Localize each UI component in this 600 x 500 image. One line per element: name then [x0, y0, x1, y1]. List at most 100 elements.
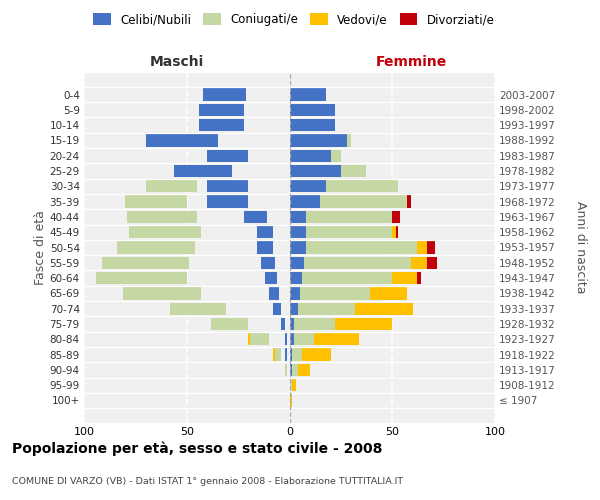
- Bar: [290, 104, 335, 116]
- Bar: [117, 242, 195, 254]
- Bar: [355, 302, 413, 315]
- Bar: [211, 165, 221, 177]
- Bar: [331, 150, 341, 162]
- Bar: [244, 211, 267, 223]
- Bar: [290, 88, 326, 101]
- Bar: [293, 318, 335, 330]
- Y-axis label: Anni di nascita: Anni di nascita: [574, 201, 587, 294]
- Bar: [290, 318, 293, 330]
- Bar: [189, 211, 193, 223]
- Bar: [248, 333, 259, 345]
- Text: COMUNE DI VARZO (VB) - Dati ISTAT 1° gennaio 2008 - Elaborazione TUTTITALIA.IT: COMUNE DI VARZO (VB) - Dati ISTAT 1° gen…: [12, 477, 403, 486]
- Bar: [392, 211, 400, 223]
- Bar: [292, 348, 302, 360]
- Bar: [127, 211, 197, 223]
- Bar: [290, 288, 300, 300]
- Bar: [290, 211, 306, 223]
- Bar: [208, 180, 248, 192]
- Bar: [290, 196, 320, 207]
- Bar: [257, 242, 273, 254]
- Bar: [290, 394, 292, 406]
- Bar: [103, 256, 189, 269]
- Bar: [417, 242, 427, 254]
- Legend: Celibi/Nubili, Coniugati/e, Vedovi/e, Divorziati/e: Celibi/Nubili, Coniugati/e, Vedovi/e, Di…: [89, 8, 499, 31]
- Bar: [290, 134, 347, 146]
- Text: Maschi: Maschi: [150, 55, 204, 69]
- Bar: [179, 196, 182, 207]
- Text: Femmine: Femmine: [376, 55, 446, 69]
- Bar: [170, 302, 226, 315]
- Bar: [261, 256, 275, 269]
- Bar: [314, 333, 359, 345]
- Bar: [286, 333, 287, 345]
- Bar: [392, 272, 417, 284]
- Bar: [179, 242, 187, 254]
- Bar: [292, 364, 298, 376]
- Bar: [335, 318, 392, 330]
- Bar: [290, 348, 292, 360]
- Bar: [290, 242, 306, 254]
- Bar: [199, 104, 244, 116]
- Bar: [195, 226, 197, 238]
- Bar: [290, 180, 326, 192]
- Bar: [290, 379, 292, 392]
- Bar: [407, 196, 411, 207]
- Bar: [298, 302, 355, 315]
- Bar: [197, 226, 199, 238]
- Bar: [302, 272, 392, 284]
- Bar: [240, 150, 244, 162]
- Bar: [290, 226, 306, 238]
- Text: Popolazione per età, sesso e stato civile - 2008: Popolazione per età, sesso e stato civil…: [12, 441, 382, 456]
- Bar: [286, 348, 287, 360]
- Bar: [290, 302, 298, 315]
- Bar: [300, 288, 370, 300]
- Y-axis label: Fasce di età: Fasce di età: [34, 210, 47, 285]
- Bar: [306, 226, 392, 238]
- Bar: [129, 226, 201, 238]
- Bar: [193, 180, 195, 192]
- Bar: [208, 150, 248, 162]
- Bar: [193, 302, 209, 315]
- Bar: [290, 364, 292, 376]
- Bar: [290, 333, 293, 345]
- Bar: [97, 272, 187, 284]
- Bar: [397, 226, 398, 238]
- Bar: [290, 119, 335, 131]
- Bar: [275, 348, 281, 360]
- Bar: [179, 272, 182, 284]
- Bar: [304, 256, 411, 269]
- Bar: [411, 256, 427, 269]
- Bar: [306, 242, 417, 254]
- Bar: [273, 302, 281, 315]
- Bar: [326, 180, 398, 192]
- Bar: [306, 211, 392, 223]
- Bar: [286, 364, 287, 376]
- Bar: [370, 288, 407, 300]
- Bar: [302, 348, 331, 360]
- Bar: [290, 256, 304, 269]
- Bar: [292, 379, 296, 392]
- Bar: [427, 242, 436, 254]
- Bar: [281, 318, 286, 330]
- Bar: [290, 272, 302, 284]
- Bar: [265, 272, 277, 284]
- Bar: [341, 165, 365, 177]
- Bar: [125, 196, 187, 207]
- Bar: [208, 196, 248, 207]
- Bar: [320, 196, 407, 207]
- Bar: [392, 226, 397, 238]
- Bar: [417, 272, 421, 284]
- Bar: [203, 88, 247, 101]
- Bar: [257, 226, 273, 238]
- Bar: [427, 256, 437, 269]
- Bar: [182, 256, 185, 269]
- Bar: [146, 134, 218, 146]
- Bar: [298, 364, 310, 376]
- Bar: [185, 256, 187, 269]
- Bar: [123, 288, 201, 300]
- Bar: [228, 318, 238, 330]
- Bar: [273, 348, 277, 360]
- Bar: [175, 165, 232, 177]
- Bar: [290, 165, 341, 177]
- Bar: [211, 318, 248, 330]
